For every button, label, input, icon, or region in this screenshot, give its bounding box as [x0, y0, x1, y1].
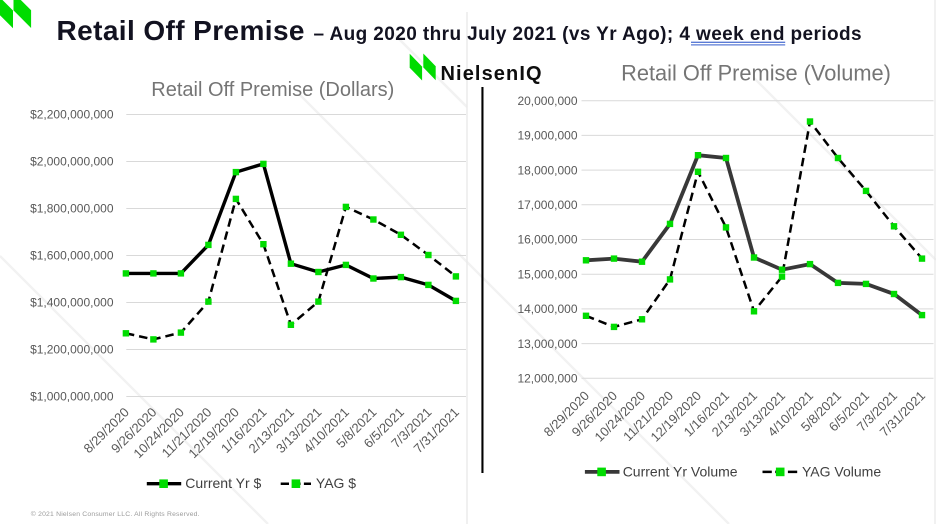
svg-text:20,000,000: 20,000,000 [517, 94, 577, 108]
svg-text:19,000,000: 19,000,000 [517, 129, 577, 143]
svg-text:$1,000,000,000: $1,000,000,000 [30, 390, 114, 404]
svg-text:$1,800,000,000: $1,800,000,000 [30, 202, 114, 216]
svg-text:16,000,000: 16,000,000 [517, 233, 577, 247]
svg-text:NielsenIQ: NielsenIQ [441, 63, 543, 85]
svg-text:13,000,000: 13,000,000 [517, 337, 577, 351]
svg-text:17,000,000: 17,000,000 [517, 198, 577, 212]
svg-text:14,000,000: 14,000,000 [517, 302, 577, 316]
svg-text:YAG $: YAG $ [316, 475, 356, 491]
svg-text:– Aug 2020 thru July 2021 (vs: – Aug 2020 thru July 2021 (vs Yr Ago); 4… [314, 24, 863, 45]
svg-text:Retail Off Premise: Retail Off Premise [57, 15, 305, 46]
svg-text:$1,600,000,000: $1,600,000,000 [30, 249, 114, 263]
svg-text:$1,200,000,000: $1,200,000,000 [30, 343, 114, 357]
svg-text:Current Yr Volume: Current Yr Volume [623, 463, 738, 479]
svg-text:Retail Off Premise (Dollars): Retail Off Premise (Dollars) [151, 79, 394, 101]
svg-text:15,000,000: 15,000,000 [517, 267, 577, 281]
svg-text:$2,000,000,000: $2,000,000,000 [30, 155, 114, 169]
svg-text:Current Yr $: Current Yr $ [185, 475, 261, 491]
svg-text:YAG Volume: YAG Volume [802, 463, 881, 479]
svg-text:12,000,000: 12,000,000 [517, 372, 577, 386]
svg-text:Retail Off Premise (Volume): Retail Off Premise (Volume) [621, 61, 891, 86]
svg-text:© 2021 Nielsen Consumer LLC. A: © 2021 Nielsen Consumer LLC. All Rights … [31, 510, 200, 518]
svg-text:18,000,000: 18,000,000 [517, 163, 577, 177]
svg-text:$2,200,000,000: $2,200,000,000 [30, 108, 114, 122]
svg-text:$1,400,000,000: $1,400,000,000 [30, 296, 114, 310]
